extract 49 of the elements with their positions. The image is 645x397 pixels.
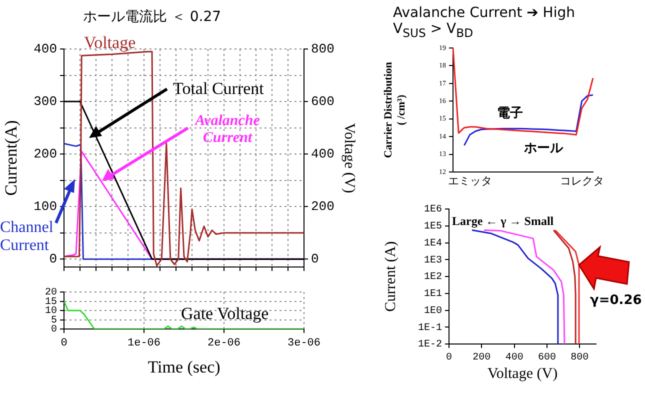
annotation: Large ← γ → Small bbox=[452, 214, 554, 229]
y2-tick-label: 800 bbox=[311, 41, 334, 56]
x-tick-label: 1e-06 bbox=[127, 338, 161, 350]
x-tick-label: 400 bbox=[505, 352, 524, 364]
annotation: γ=0.26 bbox=[590, 293, 642, 308]
y-tick-label: 1E3 bbox=[424, 255, 442, 266]
y-tick-label: 300 bbox=[34, 94, 57, 109]
legend-label: Channel Current bbox=[0, 219, 54, 254]
y-tick-label: 1E-2 bbox=[418, 340, 442, 351]
y-tick-label: 1E6 bbox=[424, 204, 442, 216]
y-tick-label: 1E4 bbox=[424, 238, 442, 250]
y-axis-title: Carrier Distribution ( /cm³) bbox=[382, 62, 408, 158]
x-tick-label: 3e-06 bbox=[287, 338, 321, 350]
x-axis-title: Voltage (V) bbox=[487, 366, 558, 382]
chart-subtitle: V$_{SUS}$ > V$_{BD}$ bbox=[393, 21, 474, 40]
x-axis-title: Time (sec) bbox=[148, 357, 220, 376]
series-label: Gate Voltage bbox=[181, 304, 269, 324]
y-tick-label: 1E0 bbox=[424, 306, 442, 317]
series-label: ホール bbox=[524, 140, 563, 157]
y-tick-label: 100 bbox=[34, 199, 57, 214]
y2-tick-label: 0 bbox=[311, 252, 319, 267]
x-tick-label: 600 bbox=[538, 352, 556, 364]
y-axis-title: Current(A) bbox=[2, 120, 21, 196]
y-tick-label: 400 bbox=[34, 41, 57, 56]
text: Total Current bbox=[173, 79, 264, 99]
y-tick-label: 0 bbox=[50, 324, 57, 336]
x-tick-label: コレクタ bbox=[560, 174, 604, 188]
y2-tick-label: 200 bbox=[311, 199, 334, 214]
chart-title: Avalanche Current ➔ High bbox=[393, 5, 575, 21]
y-tick-label: 1E1 bbox=[424, 289, 442, 300]
x-tick-label: 2e-06 bbox=[207, 338, 241, 350]
text: Avalanche Current bbox=[193, 113, 261, 147]
series-label: Voltage bbox=[84, 33, 136, 53]
x-tick-label: 0 bbox=[60, 338, 68, 350]
x-tick-label: エミッタ bbox=[448, 174, 492, 188]
y-tick-label: 0 bbox=[49, 252, 57, 267]
y-axis-title: Current (A) bbox=[382, 241, 399, 312]
chart-title: ホール電流比 ＜ 0.27 bbox=[83, 8, 222, 26]
y2-axis-title: Voltage (V) bbox=[341, 122, 358, 194]
x-tick-label: 200 bbox=[472, 352, 491, 364]
y2-tick-label: 400 bbox=[311, 146, 334, 162]
y2-tick-label: 600 bbox=[311, 94, 334, 109]
series-label: 電子 bbox=[497, 105, 523, 122]
y-tick-label: 5 bbox=[50, 315, 57, 326]
x-tick-label: 800 bbox=[570, 352, 589, 364]
y-tick-label: 1E-1 bbox=[418, 322, 442, 334]
y-tick-label: 1E5 bbox=[424, 222, 442, 233]
y-tick-label: 200 bbox=[34, 146, 57, 162]
y-tick-label: 1E2 bbox=[424, 272, 442, 284]
